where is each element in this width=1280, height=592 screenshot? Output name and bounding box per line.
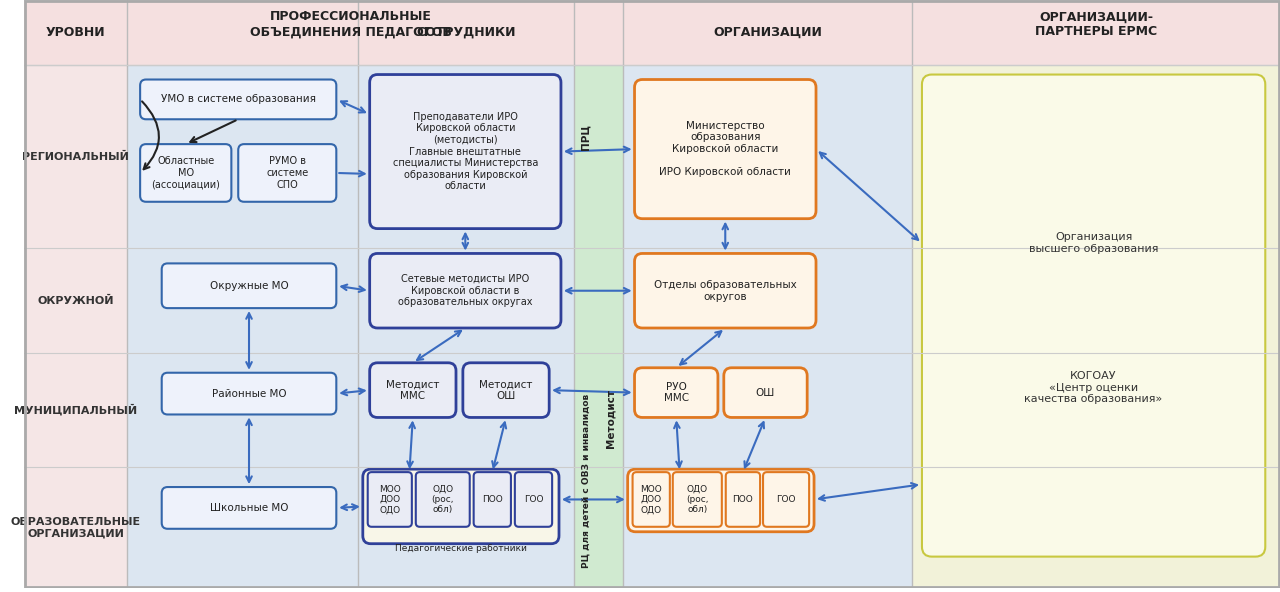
Bar — [24, 0, 128, 588]
FancyBboxPatch shape — [474, 472, 511, 527]
FancyBboxPatch shape — [723, 368, 808, 417]
Text: Педагогические работники: Педагогические работники — [396, 544, 527, 553]
Text: ГОО: ГОО — [777, 495, 796, 504]
FancyBboxPatch shape — [922, 75, 1266, 556]
Bar — [358, 0, 573, 588]
FancyBboxPatch shape — [370, 253, 561, 328]
Text: ОРГАНИЗАЦИИ-
ПАРТНЕРЫ ЕРМС: ОРГАНИЗАЦИИ- ПАРТНЕРЫ ЕРМС — [1036, 10, 1157, 38]
FancyBboxPatch shape — [463, 363, 549, 417]
Text: Сетевые методисты ИРО
Кировской области в
образовательных округах: Сетевые методисты ИРО Кировской области … — [398, 274, 532, 307]
FancyBboxPatch shape — [673, 472, 722, 527]
Text: МУНИЦИПАЛЬНЫЙ: МУНИЦИПАЛЬНЫЙ — [14, 404, 137, 416]
FancyBboxPatch shape — [161, 373, 337, 414]
Text: ПОО: ПОО — [481, 495, 503, 504]
Bar — [24, 0, 1280, 65]
Text: МОО
ДОО
ОДО: МОО ДОО ОДО — [640, 485, 662, 514]
FancyBboxPatch shape — [140, 79, 337, 119]
Text: РУМО в
системе
СПО: РУМО в системе СПО — [266, 156, 308, 189]
FancyBboxPatch shape — [726, 472, 760, 527]
Text: ОРГАНИЗАЦИИ: ОРГАНИЗАЦИИ — [713, 26, 822, 39]
FancyBboxPatch shape — [635, 253, 817, 328]
FancyBboxPatch shape — [627, 469, 814, 532]
Text: ОБРАЗОВАТЕЛЬНЫЕ
ОРГАНИЗАЦИИ: ОБРАЗОВАТЕЛЬНЫЕ ОРГАНИЗАЦИИ — [10, 517, 141, 539]
Bar — [913, 0, 1280, 588]
Text: Методист
ОШ: Методист ОШ — [479, 379, 532, 401]
Bar — [128, 0, 358, 588]
Text: Методист
ММС: Методист ММС — [387, 379, 439, 401]
Text: ОШ: ОШ — [756, 388, 776, 398]
Text: ОДО
(рос,
обл): ОДО (рос, обл) — [431, 485, 454, 514]
Bar — [128, 249, 913, 353]
Text: ПРЦ: ПРЦ — [581, 124, 591, 150]
FancyBboxPatch shape — [370, 363, 456, 417]
Text: КОГОАУ
«Центр оценки
качества образования»: КОГОАУ «Центр оценки качества образовани… — [1024, 371, 1162, 404]
Text: РУО
ММС: РУО ММС — [663, 382, 689, 403]
Text: ОДО
(рос,
обл): ОДО (рос, обл) — [686, 485, 709, 514]
Text: РЦ для детей с ОВЗ и инвалидов: РЦ для детей с ОВЗ и инвалидов — [581, 394, 590, 568]
Text: Методист: Методист — [605, 389, 616, 448]
Text: ПРОФЕССИОНАЛЬНЫЕ
ОБЪЕДИНЕНИЯ ПЕДАГОГОВ: ПРОФЕССИОНАЛЬНЫЕ ОБЪЕДИНЕНИЯ ПЕДАГОГОВ — [250, 10, 452, 38]
FancyBboxPatch shape — [635, 79, 817, 218]
Bar — [128, 0, 358, 588]
FancyBboxPatch shape — [632, 472, 669, 527]
Bar — [573, 0, 623, 588]
Text: УМО в системе образования: УМО в системе образования — [161, 94, 316, 104]
Bar — [128, 65, 913, 249]
Text: ОКРУЖНОЙ: ОКРУЖНОЙ — [37, 295, 114, 305]
Text: ГОО: ГОО — [524, 495, 543, 504]
Text: Окружные МО: Окружные МО — [210, 281, 288, 291]
Text: Отделы образовательных
округов: Отделы образовательных округов — [654, 280, 796, 301]
Text: Школьные МО: Школьные МО — [210, 503, 288, 513]
FancyBboxPatch shape — [416, 472, 470, 527]
FancyBboxPatch shape — [515, 472, 552, 527]
Bar — [573, 0, 623, 588]
Bar — [128, 467, 913, 588]
Text: Министерство
образования
Кировской области

ИРО Кировской области: Министерство образования Кировской облас… — [659, 121, 791, 177]
Text: УРОВНИ: УРОВНИ — [46, 26, 106, 39]
FancyBboxPatch shape — [763, 472, 809, 527]
Text: СОТРУДНИКИ: СОТРУДНИКИ — [416, 26, 516, 39]
Text: Районные МО: Районные МО — [211, 388, 287, 398]
FancyBboxPatch shape — [161, 487, 337, 529]
FancyBboxPatch shape — [367, 472, 412, 527]
FancyBboxPatch shape — [370, 75, 561, 229]
FancyBboxPatch shape — [140, 144, 232, 202]
Text: ПОО: ПОО — [732, 495, 754, 504]
FancyBboxPatch shape — [161, 263, 337, 308]
Text: Областные
МО
(ассоциации): Областные МО (ассоциации) — [151, 156, 220, 189]
Bar — [623, 0, 913, 588]
FancyBboxPatch shape — [362, 469, 559, 543]
Bar — [128, 353, 913, 467]
Text: Организация
высшего образования: Организация высшего образования — [1029, 233, 1158, 254]
FancyBboxPatch shape — [635, 368, 718, 417]
Text: РЕГИОНАЛЬНЫЙ: РЕГИОНАЛЬНЫЙ — [23, 152, 129, 162]
FancyBboxPatch shape — [238, 144, 337, 202]
Text: МОО
ДОО
ОДО: МОО ДОО ОДО — [379, 485, 401, 514]
Text: Преподаватели ИРО
Кировской области
(методисты)
Главные внештатные
специалисты М: Преподаватели ИРО Кировской области (мет… — [393, 112, 538, 191]
